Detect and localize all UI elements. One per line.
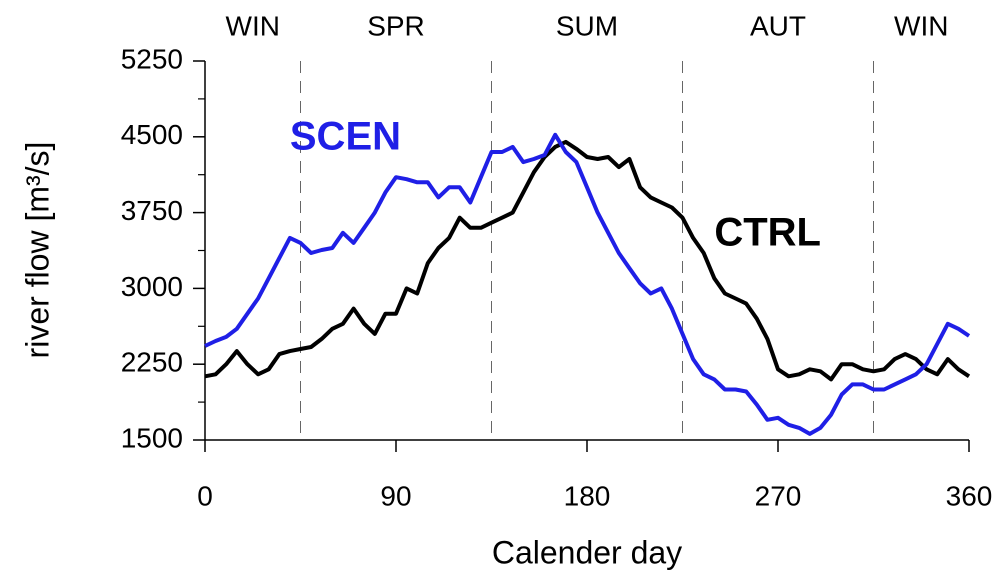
x-tick-label: 90	[380, 480, 411, 511]
x-axis-label: Calender day	[492, 534, 682, 570]
y-tick-label: 1500	[121, 422, 183, 453]
season-label: SPR	[367, 10, 425, 41]
y-axis-label: river flow [m³/s]	[19, 142, 55, 359]
y-tick-label: 4500	[121, 119, 183, 150]
season-label: WIN	[894, 10, 948, 41]
x-tick-label: 360	[946, 480, 993, 511]
season-label: WIN	[226, 10, 280, 41]
annotation: SCEN	[290, 114, 401, 158]
x-tick-label: 270	[755, 480, 802, 511]
annotation: CTRL	[714, 210, 821, 254]
y-tick-label: 2250	[121, 347, 183, 378]
x-tick-label: 0	[197, 480, 213, 511]
series-line	[204, 139, 971, 382]
series-line	[204, 132, 971, 436]
y-tick-label: 3000	[121, 271, 183, 302]
x-tick-label: 180	[564, 480, 611, 511]
season-label: AUT	[750, 10, 806, 41]
y-tick-label: 3750	[121, 195, 183, 226]
y-tick-label: 5250	[121, 43, 183, 74]
season-label: SUM	[556, 10, 618, 41]
